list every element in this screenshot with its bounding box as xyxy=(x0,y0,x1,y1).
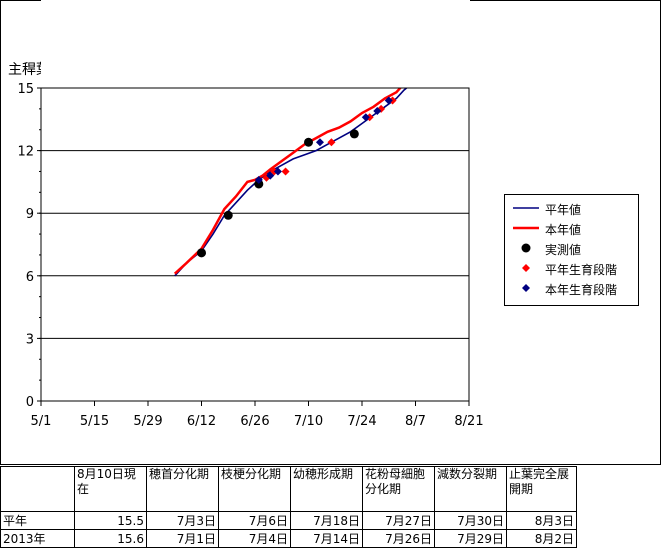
table-row: 2013年 15.6 7月1日 7月4日 7月14日 7月26日 7月29日 8月2日 xyxy=(0,529,577,548)
current-stage-point xyxy=(315,138,324,147)
legend-label: 平年値 xyxy=(545,203,582,217)
table-cell: 7月6日 xyxy=(218,511,291,530)
table-cell: 15.5 xyxy=(74,511,147,530)
normal-stage-point xyxy=(281,167,290,176)
x-tick-label: 7/24 xyxy=(347,414,376,429)
table-cell: 7月26日 xyxy=(362,529,435,548)
legend-label: 実測値 xyxy=(545,243,582,257)
table-cell: 7月27日 xyxy=(362,511,435,530)
table-cell: 8月2日 xyxy=(506,529,577,548)
table-header-cell: 花粉母細胞分化期 xyxy=(362,466,435,512)
chart-legend: 平年値本年値実測値平年生育段階 本年生育段階 xyxy=(504,194,639,306)
growth-stage-table: 8月10日現在 穂首分化期 枝梗分化期 幼穂形成期 花粉母細胞分化期 減数分裂期 止葉完全展… xyxy=(0,466,577,548)
table-cell: 7月18日 xyxy=(290,511,363,530)
table-header-cell: 幼穂形成期 xyxy=(290,466,363,512)
table-cell: 7月3日 xyxy=(146,511,219,530)
legend-mark xyxy=(522,284,530,292)
table-row: 平年 15.5 7月3日 7月6日 7月18日 7月27日 7月30日 8月3日 xyxy=(0,511,577,530)
x-tick-label: 6/26 xyxy=(240,414,269,429)
legend-mark xyxy=(522,264,530,272)
x-tick-label: 5/29 xyxy=(133,414,162,429)
x-tick-label: 8/7 xyxy=(405,414,426,429)
current-stage-point xyxy=(254,175,263,184)
legend-mark xyxy=(521,243,531,253)
legend-label: 平年生育段階 xyxy=(545,263,618,277)
table-header-cell xyxy=(0,466,75,512)
legend-item: 本年値 xyxy=(505,219,638,237)
x-tick-label: 5/15 xyxy=(80,414,109,429)
table-cell: 15.6 xyxy=(74,529,147,548)
y-tick-label: 9 xyxy=(26,207,34,222)
legend-symbol xyxy=(513,207,539,209)
table-cell: 7月30日 xyxy=(434,511,507,530)
measured-point xyxy=(349,129,359,139)
current-stage-point xyxy=(266,171,275,180)
series-line-current-year xyxy=(173,82,405,275)
legend-item: 平年生育段階 xyxy=(505,259,638,277)
table-header-cell: 止葉完全展開期 xyxy=(506,466,577,512)
y-tick-label: 3 xyxy=(26,332,34,347)
current-stage-point xyxy=(373,106,382,115)
x-tick-label: 6/12 xyxy=(187,414,216,429)
x-tick-label: 8/21 xyxy=(454,414,483,429)
table-cell: 7月29日 xyxy=(434,529,507,548)
x-tick-label: 5/1 xyxy=(31,414,52,429)
table-header-row: 8月10日現在 穂首分化期 枝梗分化期 幼穂形成期 花粉母細胞分化期 減数分裂期 止葉完全展… xyxy=(0,466,577,512)
legend-item: 平年値 xyxy=(505,199,638,217)
table-cell: 8月3日 xyxy=(506,511,577,530)
current-stage-point xyxy=(273,167,282,176)
y-tick-label: 15 xyxy=(17,82,34,97)
x-tick-label: 7/10 xyxy=(294,414,323,429)
table-header-cell: 減数分裂期 xyxy=(434,466,507,512)
legend-label: 本年値 xyxy=(545,223,582,237)
normal-stage-point xyxy=(327,138,336,147)
measured-point xyxy=(304,137,313,147)
table-header-cell: 枝梗分化期 xyxy=(218,466,291,512)
table-header-cell: 穂首分化期 xyxy=(146,466,219,512)
measured-point xyxy=(197,248,206,258)
legend-symbol xyxy=(522,284,530,292)
legend-symbol xyxy=(513,226,539,230)
measured-point xyxy=(254,179,264,189)
table-header-cell: 8月10日現在 xyxy=(74,466,147,512)
plot-area xyxy=(40,87,470,402)
y-tick-label: 6 xyxy=(26,270,34,285)
legend-item: 本年生育段階 xyxy=(505,279,638,297)
table-row-label: 2013年 xyxy=(0,529,75,548)
legend-symbol xyxy=(522,264,530,272)
current-stage-point xyxy=(361,113,370,122)
leaf-age-chart: 0 3 6 9 12 15 5/1 5/15 5/29 6/12 6/26 7/10 7/24 8/7 8/… xyxy=(17,0,484,429)
table-cell: 7月14日 xyxy=(290,529,363,548)
table-cell: 7月1日 xyxy=(146,529,219,548)
plot-top-mask xyxy=(41,0,470,88)
legend-item: 実測値 xyxy=(505,239,638,257)
current-stage-point xyxy=(384,96,393,105)
measured-point xyxy=(223,210,233,220)
legend-symbol xyxy=(521,243,531,253)
table-cell: 7月4日 xyxy=(218,529,291,548)
table-row-label: 平年 xyxy=(0,511,75,530)
y-tick-label: 12 xyxy=(17,145,34,160)
legend-label: 本年生育段階 xyxy=(545,283,618,297)
y-tick-label: 0 xyxy=(26,395,34,410)
